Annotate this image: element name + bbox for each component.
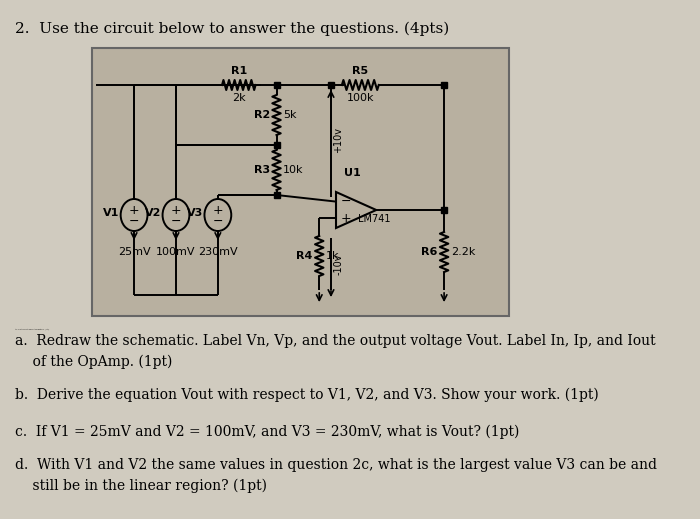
Text: V3: V3 xyxy=(186,208,203,218)
Text: LM741: LM741 xyxy=(358,214,391,224)
Text: V1: V1 xyxy=(103,208,119,218)
Text: R1: R1 xyxy=(231,66,247,76)
Text: b.  Derive the equation Vout with respect to V1, V2, and V3. Show your work. (1p: b. Derive the equation Vout with respect… xyxy=(15,388,598,402)
Text: +: + xyxy=(213,203,223,216)
Text: 2.2k: 2.2k xyxy=(451,247,475,257)
Text: +: + xyxy=(129,203,139,216)
Text: d.  With V1 and V2 the same values in question 2c, what is the largest value V3 : d. With V1 and V2 the same values in que… xyxy=(15,458,657,493)
Text: −: − xyxy=(171,214,181,227)
Text: R2: R2 xyxy=(253,110,270,120)
Text: R3: R3 xyxy=(253,165,270,175)
Text: R5: R5 xyxy=(352,66,368,76)
Text: U1: U1 xyxy=(344,168,360,178)
Text: 1k: 1k xyxy=(326,251,340,261)
Text: 2.  Use the circuit below to answer the questions. (4pts): 2. Use the circuit below to answer the q… xyxy=(15,22,449,36)
Text: +: + xyxy=(341,212,351,225)
Text: +: + xyxy=(171,203,181,216)
Text: 25mV: 25mV xyxy=(118,247,150,257)
Text: −: − xyxy=(213,214,223,227)
Text: the circuit below to answer the questions. (4pts): the circuit below to answer the question… xyxy=(15,329,49,331)
Text: V2: V2 xyxy=(144,208,161,218)
Text: R6: R6 xyxy=(421,247,438,257)
Text: +10v: +10v xyxy=(333,127,344,153)
Text: 2k: 2k xyxy=(232,93,246,103)
Bar xyxy=(92,48,510,316)
Text: 5k: 5k xyxy=(284,110,297,120)
Text: a.  Redraw the schematic. Label Vn, Vp, and the output voltage Vout. Label In, I: a. Redraw the schematic. Label Vn, Vp, a… xyxy=(15,334,656,369)
Text: 100mV: 100mV xyxy=(156,247,196,257)
Text: 100k: 100k xyxy=(346,93,374,103)
Text: −: − xyxy=(341,195,351,208)
Text: 230mV: 230mV xyxy=(198,247,238,257)
Text: -10v: -10v xyxy=(333,253,344,275)
Text: −: − xyxy=(129,214,139,227)
Text: 10k: 10k xyxy=(284,165,304,175)
Text: c.  If V1 = 25mV and V2 = 100mV, and V3 = 230mV, what is Vout? (1pt): c. If V1 = 25mV and V2 = 100mV, and V3 =… xyxy=(15,425,519,440)
Text: R4: R4 xyxy=(296,251,312,261)
